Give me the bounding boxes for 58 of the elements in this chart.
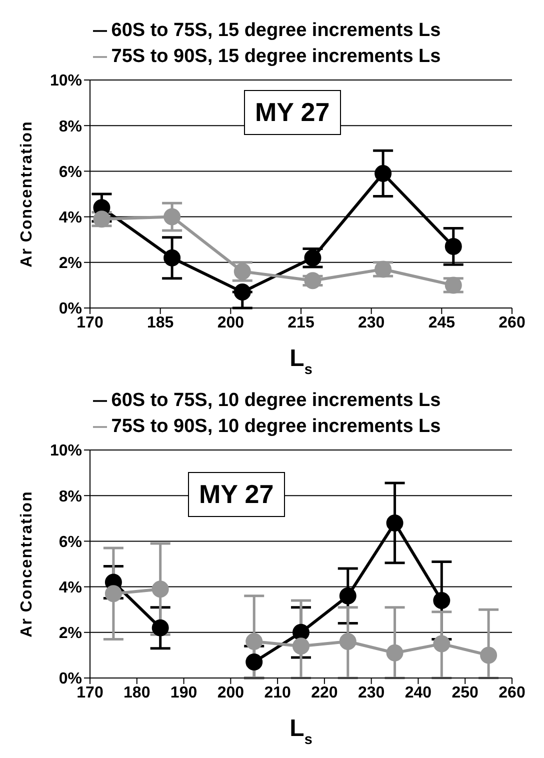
point bbox=[234, 284, 251, 301]
x-axis-title: L$_{s}$ bbox=[290, 715, 312, 748]
annotation: MY 27 bbox=[188, 472, 285, 517]
y-tick-label: 4% bbox=[58, 579, 82, 596]
x-tick-label: 230 bbox=[358, 314, 385, 332]
annotation: MY 27 bbox=[244, 90, 341, 135]
y-tick-label: 10% bbox=[50, 72, 82, 90]
point bbox=[374, 164, 392, 182]
y-tick-label: 8% bbox=[58, 118, 82, 136]
point bbox=[292, 624, 310, 641]
x-tick-label: 260 bbox=[498, 314, 526, 332]
point bbox=[433, 635, 450, 652]
x-tick-label: 185 bbox=[146, 314, 174, 332]
y-tick-label: 10% bbox=[50, 442, 82, 460]
y-tick-label: 2% bbox=[58, 255, 82, 272]
point bbox=[386, 644, 404, 662]
point bbox=[433, 592, 450, 609]
x-tick-label: 230 bbox=[358, 684, 385, 702]
y-axis-title: Ar Concentration bbox=[18, 120, 36, 268]
x-tick-label: 240 bbox=[404, 684, 432, 702]
point bbox=[480, 646, 498, 664]
y-tick-label: 4% bbox=[58, 209, 82, 226]
x-tick-label: 180 bbox=[124, 684, 150, 702]
y-tick-label: 6% bbox=[58, 164, 82, 181]
point bbox=[152, 580, 169, 598]
x-tick-label: 190 bbox=[170, 684, 198, 702]
point bbox=[104, 585, 122, 602]
point bbox=[246, 633, 263, 650]
x-tick-label: 210 bbox=[264, 684, 291, 702]
point bbox=[152, 619, 169, 636]
x-tick-label: 220 bbox=[311, 684, 338, 702]
x-tick-label: 215 bbox=[288, 314, 314, 332]
x-tick-label: 200 bbox=[217, 684, 244, 702]
point bbox=[164, 249, 181, 266]
point bbox=[339, 633, 356, 650]
point bbox=[374, 260, 392, 278]
legend-label: 60S to 75S, 10 degree increments Ls bbox=[111, 390, 441, 411]
legend-label: 75S to 90S, 10 degree increments Ls bbox=[111, 416, 441, 437]
point bbox=[164, 208, 181, 226]
point bbox=[386, 514, 404, 532]
x-tick-label: 245 bbox=[428, 314, 456, 332]
y-axis-title: Ar Concentration bbox=[18, 490, 36, 638]
y-tick-label: 8% bbox=[58, 488, 82, 506]
x-axis-title: L$_{s}$ bbox=[290, 345, 312, 378]
point bbox=[444, 238, 462, 255]
point bbox=[246, 654, 263, 671]
point bbox=[339, 587, 356, 604]
point bbox=[93, 210, 110, 228]
point bbox=[304, 272, 322, 290]
x-tick-label: 260 bbox=[498, 684, 526, 702]
point bbox=[444, 276, 462, 294]
x-tick-label: 250 bbox=[452, 684, 479, 702]
x-tick-label: 200 bbox=[217, 314, 244, 332]
legend-label: 75S to 90S, 15 degree increments Ls bbox=[111, 46, 441, 67]
y-tick-label: 2% bbox=[58, 625, 82, 642]
legend-label: 60S to 75S, 15 degree increments Ls bbox=[111, 20, 441, 41]
y-tick-label: 6% bbox=[58, 534, 82, 551]
point bbox=[292, 638, 310, 655]
